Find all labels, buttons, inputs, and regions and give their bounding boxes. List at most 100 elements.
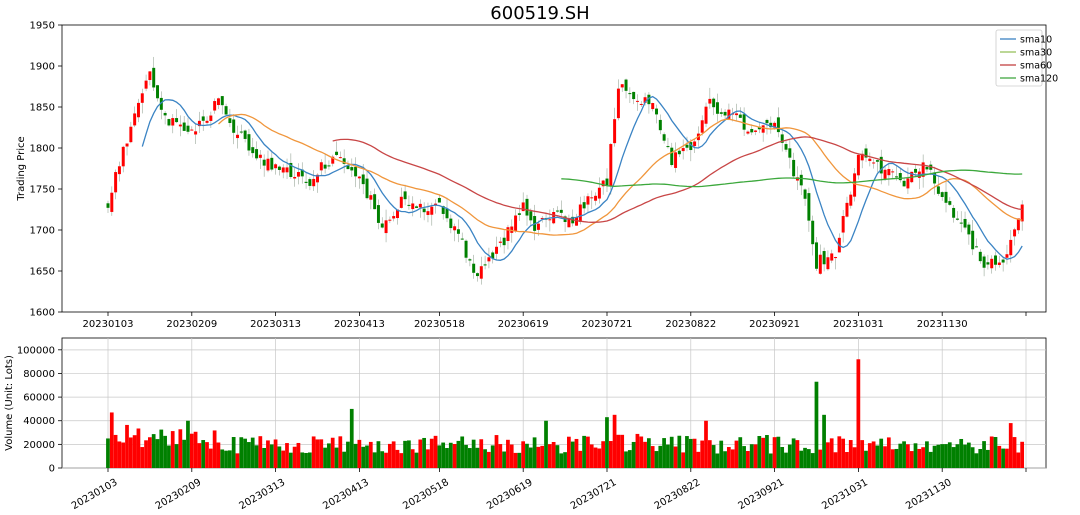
volume-bar — [407, 440, 411, 468]
candle-body — [978, 251, 982, 262]
volume-y-tick-label: 100000 — [17, 345, 55, 356]
volume-bar — [224, 450, 228, 468]
price-x-tick-label: 20230619 — [498, 319, 549, 330]
candle-body — [715, 102, 719, 114]
volume-bar — [650, 446, 655, 468]
candle-body — [510, 226, 514, 233]
sma60-line — [332, 136, 1023, 223]
volume-bar — [387, 443, 392, 468]
candle-body — [841, 216, 845, 233]
volume-bar — [410, 449, 415, 468]
volume-bar — [197, 443, 202, 468]
candle-body — [651, 103, 655, 110]
price-y-tick-label: 1950 — [30, 21, 55, 32]
volume-bar — [749, 444, 754, 468]
volume-bar — [189, 433, 194, 468]
candle-body — [936, 186, 940, 194]
candle-body — [361, 174, 365, 185]
volume-bar — [639, 436, 644, 468]
volume-bar — [471, 439, 476, 468]
candle-body — [163, 112, 167, 116]
volume-bar — [178, 429, 183, 468]
volume-bar — [167, 445, 171, 468]
candle-body — [152, 67, 156, 88]
candle-body — [251, 147, 255, 154]
price-y-tick-label: 1750 — [30, 185, 55, 196]
volume-bar — [605, 417, 609, 468]
candle-body — [380, 223, 384, 228]
volume-bar — [304, 452, 308, 468]
candle-body — [754, 130, 758, 132]
candle-body — [373, 194, 377, 210]
volume-y-tick-label: 40000 — [23, 416, 55, 427]
volume-bar — [841, 438, 845, 468]
candle-body — [357, 176, 361, 179]
volume-bar — [563, 452, 567, 468]
candle-body — [369, 195, 373, 200]
volume-bar — [445, 448, 449, 468]
volume-bar — [886, 437, 891, 468]
price-x-tick-label: 20230921 — [749, 319, 800, 330]
candle-body — [971, 230, 975, 250]
legend-box — [995, 29, 1043, 87]
candle-body — [479, 266, 483, 279]
candle-body — [453, 226, 457, 231]
volume-bar — [399, 453, 404, 468]
candle-body — [426, 211, 430, 215]
candle-body — [338, 157, 342, 159]
volume-bar — [1012, 437, 1017, 468]
volume-bar — [220, 449, 225, 468]
volume-bar — [944, 444, 948, 468]
volume-bar — [1016, 452, 1021, 468]
volume-bar — [353, 443, 358, 468]
volume-bar — [631, 441, 636, 468]
volume-bar — [978, 449, 983, 468]
price-y-axis-label: Trading Price — [16, 136, 27, 201]
candle-body — [735, 113, 738, 116]
candle-body — [456, 229, 460, 234]
candle-body — [354, 166, 358, 177]
price-y-tick-label: 1650 — [30, 267, 55, 278]
volume-bar — [121, 442, 126, 468]
candle-body — [498, 241, 502, 243]
volume-bar — [913, 443, 918, 468]
candle-body — [601, 180, 605, 187]
candle-body — [830, 253, 834, 261]
volume-bar — [852, 447, 857, 468]
candle-body — [540, 217, 544, 219]
candle-body — [312, 178, 316, 187]
candle-body — [232, 119, 236, 133]
volume-bar — [1020, 441, 1025, 468]
candle-body — [323, 164, 327, 169]
candle-body — [133, 113, 137, 126]
volume-bar — [597, 448, 602, 468]
volume-bar — [616, 434, 621, 468]
candle-body — [959, 222, 963, 224]
candle-body — [521, 202, 525, 212]
candle-body — [342, 158, 346, 164]
sma120-line — [561, 169, 1023, 188]
candle-body — [655, 108, 659, 115]
volume-bar — [989, 436, 994, 468]
sma10-line — [141, 95, 1023, 261]
volume-bar — [601, 441, 606, 468]
volume-bar — [300, 452, 305, 468]
price-panel-frame — [61, 24, 1047, 313]
candle-body — [178, 124, 182, 127]
candle-body — [895, 176, 898, 178]
volume-bar — [502, 451, 506, 468]
candle-body — [681, 148, 685, 152]
candle-body — [266, 158, 270, 171]
candle-body — [952, 207, 956, 218]
candle-body — [213, 101, 217, 111]
price-y-tick-label: 1900 — [30, 62, 55, 73]
volume-bar — [113, 434, 118, 468]
candle-body — [186, 125, 190, 132]
volume-bar — [688, 438, 693, 468]
volume-bar — [475, 447, 480, 468]
volume-bar — [296, 442, 301, 468]
candle-body — [136, 102, 140, 118]
candle-body — [411, 203, 415, 210]
candle-body — [300, 169, 304, 177]
volume-bar — [902, 441, 906, 468]
